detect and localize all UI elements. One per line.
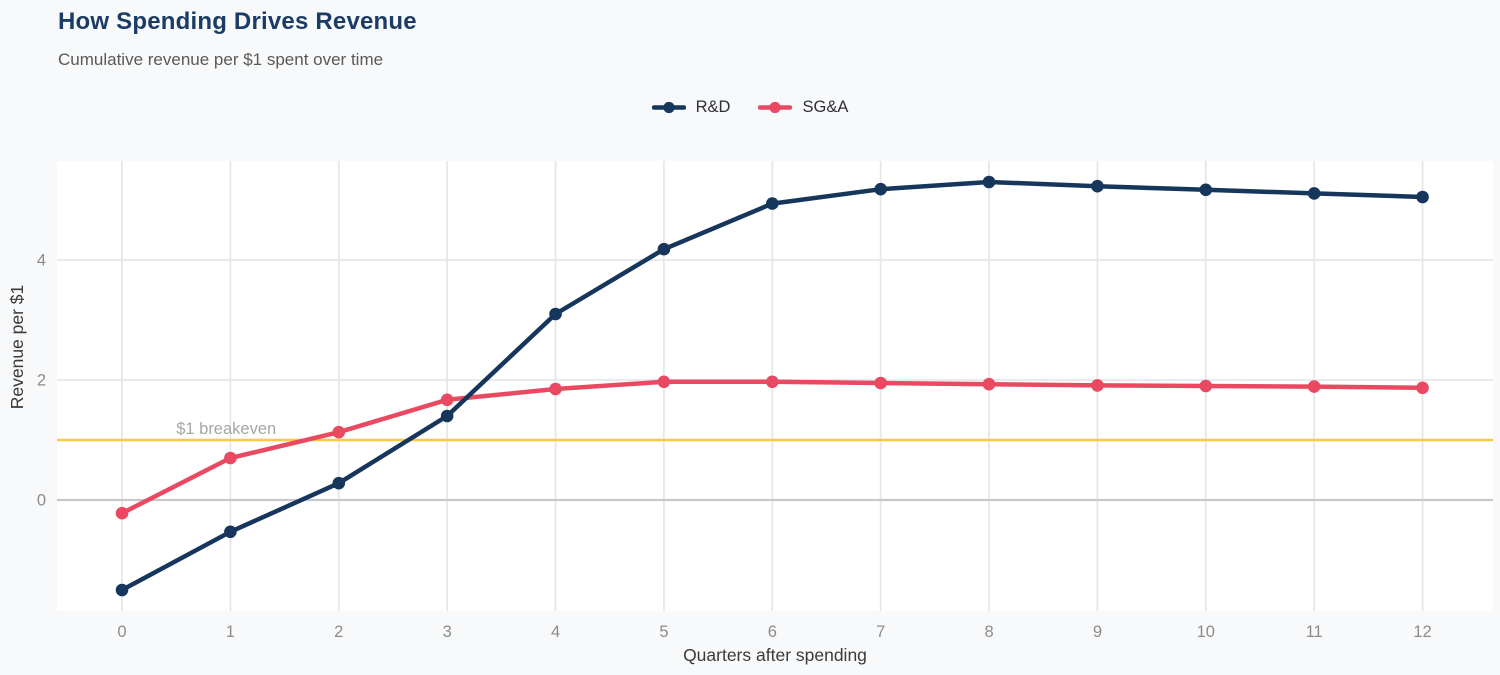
legend-label-rd: R&D bbox=[695, 98, 731, 116]
x-tick-label-8: 8 bbox=[984, 623, 993, 641]
data-point-sga-q5 bbox=[657, 375, 671, 389]
data-point-rd-q3 bbox=[440, 409, 454, 423]
sga-marker-dot bbox=[769, 101, 782, 114]
x-tick-label-7: 7 bbox=[876, 623, 885, 641]
rd-marker-dot bbox=[663, 101, 675, 114]
legend-item-rd: R&D bbox=[651, 98, 731, 117]
data-point-rd-q12 bbox=[1416, 190, 1429, 204]
y-axis-title: Revenue per $1 bbox=[7, 285, 27, 410]
data-point-rd-q5 bbox=[657, 242, 671, 256]
data-point-sga-q6 bbox=[765, 375, 779, 389]
x-tick-label-9: 9 bbox=[1093, 623, 1102, 641]
x-tick-label-3: 3 bbox=[443, 623, 452, 641]
data-point-sga-q4 bbox=[549, 382, 562, 396]
data-point-rd-q4 bbox=[549, 307, 562, 321]
x-tick-label-1: 1 bbox=[226, 623, 235, 641]
data-point-rd-q0 bbox=[115, 583, 129, 597]
data-point-sga-q0 bbox=[115, 506, 129, 520]
y-tick-label-2: 2 bbox=[37, 372, 46, 390]
x-tick-label-0: 0 bbox=[117, 623, 126, 641]
data-point-sga-q10 bbox=[1199, 379, 1213, 393]
data-point-sga-q12 bbox=[1416, 381, 1429, 395]
data-point-rd-q10 bbox=[1199, 183, 1213, 197]
data-point-rd-q11 bbox=[1307, 187, 1321, 200]
data-point-sga-q2 bbox=[332, 425, 346, 439]
legend-label-sga: SG&A bbox=[802, 98, 849, 116]
data-point-rd-q9 bbox=[1091, 179, 1104, 193]
breakeven-label: $1 breakeven bbox=[176, 420, 276, 438]
data-point-sga-q3 bbox=[440, 393, 454, 407]
x-tick-label-4: 4 bbox=[551, 623, 560, 641]
x-tick-label-6: 6 bbox=[768, 623, 777, 641]
data-point-sga-q11 bbox=[1307, 380, 1321, 393]
legend-item-sga: SG&A bbox=[758, 98, 848, 117]
x-tick-label-2: 2 bbox=[334, 623, 343, 641]
chart-header: How Spending Drives Revenue Cumulative r… bbox=[58, 8, 417, 70]
chart-subtitle: Cumulative revenue per $1 spent over tim… bbox=[58, 50, 384, 69]
data-point-rd-q6 bbox=[765, 197, 779, 210]
data-point-sga-q9 bbox=[1091, 379, 1104, 392]
legend: R&D SG&A bbox=[0, 98, 1500, 117]
x-tick-label-10: 10 bbox=[1197, 623, 1215, 641]
data-point-sga-q8 bbox=[982, 377, 996, 391]
data-point-sga-q1 bbox=[224, 451, 237, 465]
data-point-sga-q7 bbox=[874, 376, 887, 390]
chart-title: How Spending Drives Revenue bbox=[58, 8, 417, 35]
x-tick-label-12: 12 bbox=[1413, 623, 1431, 641]
data-point-rd-q8 bbox=[982, 175, 996, 189]
sga-line-marker-icon bbox=[758, 101, 793, 114]
data-point-rd-q7 bbox=[874, 182, 887, 196]
rd-line-marker-icon bbox=[651, 101, 686, 114]
data-point-rd-q2 bbox=[332, 476, 346, 490]
data-point-rd-q1 bbox=[224, 525, 237, 539]
y-tick-label-0: 0 bbox=[37, 492, 46, 510]
x-tick-label-5: 5 bbox=[659, 623, 668, 641]
x-axis-title: Quarters after spending bbox=[683, 645, 867, 665]
y-tick-label-4: 4 bbox=[37, 252, 46, 270]
x-tick-label-11: 11 bbox=[1306, 623, 1323, 641]
